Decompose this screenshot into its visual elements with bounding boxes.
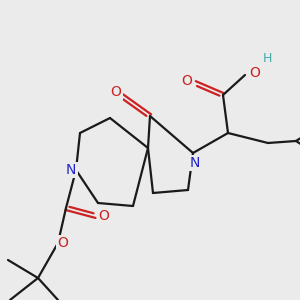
Text: O: O	[111, 85, 122, 99]
Text: O: O	[182, 74, 192, 88]
Text: O: O	[58, 236, 68, 250]
Text: O: O	[99, 209, 110, 223]
Text: H: H	[262, 52, 272, 65]
Text: N: N	[66, 163, 76, 177]
Text: O: O	[250, 66, 260, 80]
Text: N: N	[190, 156, 200, 170]
